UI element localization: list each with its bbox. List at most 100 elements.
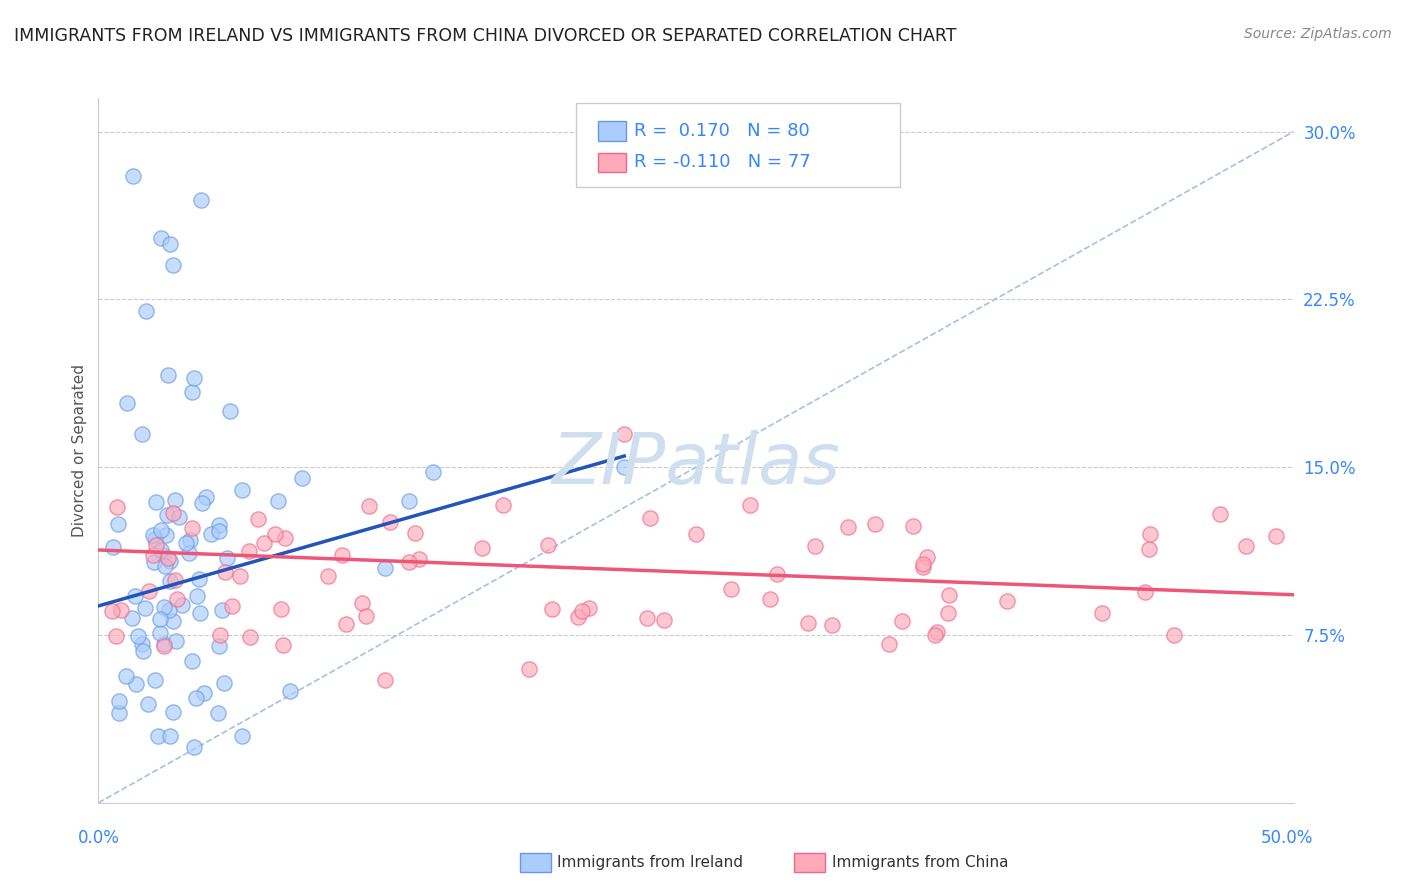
Point — [121, 610, 143, 624]
Point — [229, 569, 252, 583]
Point — [330, 548, 353, 562]
Point — [925, 624, 948, 639]
Point — [159, 553, 181, 567]
Point — [1091, 606, 1114, 620]
Point — [404, 525, 426, 540]
Point — [212, 675, 235, 690]
Point — [901, 518, 924, 533]
Point — [162, 614, 184, 628]
Point — [105, 629, 128, 643]
Point — [636, 610, 658, 624]
Point — [156, 551, 179, 566]
Point — [105, 500, 128, 515]
Point — [804, 539, 827, 553]
Point — [174, 536, 197, 550]
Point — [108, 706, 131, 720]
Point — [208, 524, 231, 539]
Point — [278, 684, 301, 698]
Point — [122, 169, 145, 184]
Point — [378, 515, 401, 529]
Point — [159, 574, 181, 588]
Point — [153, 599, 176, 614]
Point — [536, 538, 558, 552]
Point — [208, 518, 231, 533]
Text: R =  0.170   N = 80: R = 0.170 N = 80 — [634, 122, 810, 140]
Point — [149, 543, 172, 558]
Point — [180, 654, 202, 668]
Point — [145, 495, 167, 509]
Point — [613, 426, 636, 441]
Point — [247, 512, 270, 526]
Point — [613, 460, 636, 475]
Point — [408, 552, 430, 566]
Point — [156, 368, 179, 382]
Point — [142, 548, 165, 562]
Point — [143, 673, 166, 688]
Point — [354, 608, 377, 623]
Point — [652, 613, 675, 627]
Text: R = -0.110   N = 77: R = -0.110 N = 77 — [634, 153, 811, 171]
Point — [145, 538, 167, 552]
Point — [127, 630, 149, 644]
Point — [193, 686, 215, 700]
Point — [398, 555, 420, 569]
Point — [162, 506, 184, 520]
Point — [136, 697, 159, 711]
Text: ZIPatlas: ZIPatlas — [551, 430, 841, 499]
Point — [101, 604, 124, 618]
Point — [422, 465, 444, 479]
Text: Immigrants from Ireland: Immigrants from Ireland — [557, 855, 742, 870]
Point — [165, 633, 187, 648]
Point — [132, 644, 155, 658]
Point — [148, 729, 170, 743]
Point — [759, 591, 782, 606]
Point — [863, 517, 886, 532]
Point — [172, 598, 194, 612]
Point — [837, 520, 859, 534]
Point — [150, 523, 173, 537]
Point — [162, 705, 184, 719]
Point — [207, 706, 229, 721]
Point — [187, 572, 209, 586]
Point — [142, 528, 165, 542]
Point — [238, 543, 260, 558]
Point — [103, 541, 125, 555]
Point — [911, 560, 934, 574]
Point — [685, 527, 707, 541]
Point — [153, 637, 176, 651]
Point — [541, 602, 564, 616]
Point — [720, 582, 742, 597]
Point — [765, 567, 787, 582]
Point — [195, 491, 218, 505]
Point — [186, 690, 208, 705]
Point — [578, 601, 600, 615]
Text: 50.0%: 50.0% — [1260, 829, 1313, 847]
Point — [155, 558, 177, 573]
Text: IMMIGRANTS FROM IRELAND VS IMMIGRANTS FROM CHINA DIVORCED OR SEPARATED CORRELATI: IMMIGRANTS FROM IRELAND VS IMMIGRANTS FR… — [14, 27, 956, 45]
Point — [200, 527, 222, 541]
Point — [138, 584, 160, 599]
Point — [125, 677, 148, 691]
Point — [270, 602, 292, 616]
Point — [936, 607, 959, 621]
Point — [157, 603, 180, 617]
Point — [571, 604, 593, 618]
Point — [149, 612, 172, 626]
Point — [1209, 507, 1232, 521]
Point — [995, 594, 1018, 608]
Point — [115, 669, 138, 683]
Point — [273, 638, 295, 652]
Point — [517, 662, 540, 676]
Point — [153, 639, 176, 653]
Point — [253, 535, 276, 549]
Point — [208, 628, 231, 642]
Point — [1234, 539, 1257, 553]
Point — [110, 603, 132, 617]
Point — [131, 427, 153, 442]
Point — [1139, 527, 1161, 541]
Point — [316, 569, 339, 583]
Point — [738, 498, 761, 512]
Y-axis label: Divorced or Separated: Divorced or Separated — [72, 364, 87, 537]
Point — [567, 609, 589, 624]
Point — [211, 603, 233, 617]
